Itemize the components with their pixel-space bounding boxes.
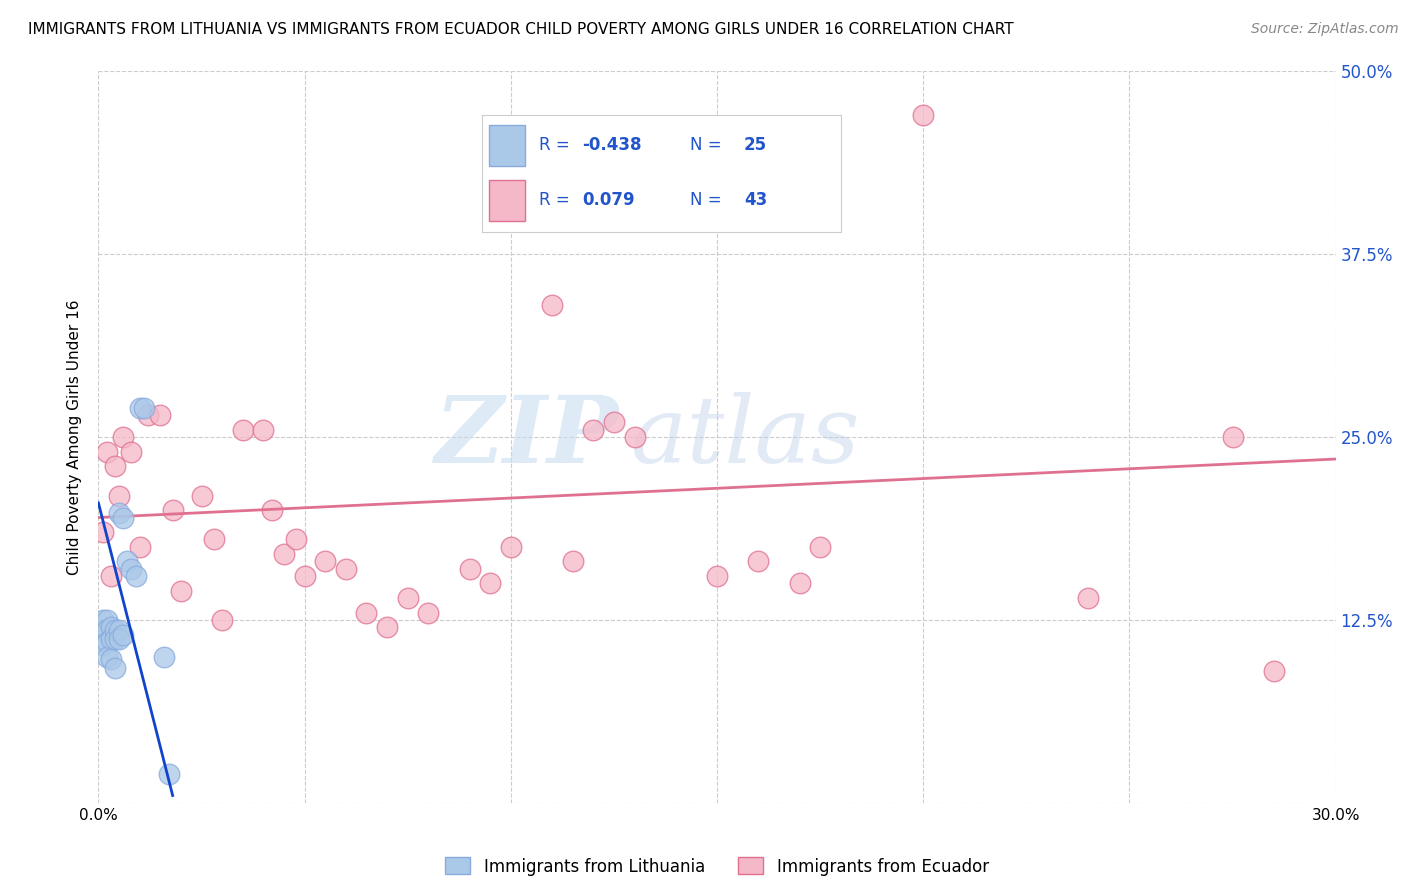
Point — [623, 430, 645, 444]
Text: N =: N = — [690, 136, 727, 154]
Point — [108, 489, 131, 503]
Text: 43: 43 — [744, 191, 768, 209]
Text: N =: N = — [690, 191, 727, 209]
Legend: Immigrants from Lithuania, Immigrants from Ecuador: Immigrants from Lithuania, Immigrants fr… — [439, 851, 995, 882]
Point — [252, 423, 274, 437]
Point — [96, 444, 118, 458]
Point — [112, 510, 135, 524]
Point — [375, 620, 398, 634]
Point — [190, 489, 212, 503]
Point — [128, 401, 150, 415]
Point — [104, 632, 127, 646]
Point — [96, 623, 118, 637]
Point — [1263, 664, 1285, 678]
Point — [541, 298, 564, 312]
Point — [91, 613, 114, 627]
Point — [561, 554, 583, 568]
Point — [120, 444, 142, 458]
Point — [202, 533, 225, 547]
Text: atlas: atlas — [630, 392, 860, 482]
Text: -0.438: -0.438 — [582, 136, 643, 154]
Text: R =: R = — [540, 191, 581, 209]
Point — [808, 540, 831, 554]
Point — [157, 766, 180, 780]
Point — [418, 606, 440, 620]
FancyBboxPatch shape — [489, 179, 524, 220]
Point — [104, 623, 127, 637]
Point — [132, 401, 155, 415]
Point — [149, 408, 172, 422]
Point — [582, 423, 605, 437]
Text: ZIP: ZIP — [434, 392, 619, 482]
Point — [499, 540, 522, 554]
Text: R =: R = — [540, 136, 575, 154]
Point — [458, 562, 481, 576]
Point — [335, 562, 357, 576]
Point — [124, 569, 146, 583]
Point — [603, 416, 626, 430]
Point — [91, 638, 114, 652]
Point — [232, 423, 254, 437]
Point — [128, 540, 150, 554]
Point — [112, 430, 135, 444]
Point — [285, 533, 308, 547]
Point — [96, 649, 118, 664]
Point — [1077, 591, 1099, 605]
Point — [104, 459, 127, 474]
Point — [108, 632, 131, 646]
Point — [136, 408, 159, 422]
Point — [91, 623, 114, 637]
Point — [1222, 430, 1244, 444]
Point — [100, 632, 122, 646]
Point — [273, 547, 295, 561]
Point — [108, 623, 131, 637]
Point — [789, 576, 811, 591]
Point — [117, 554, 139, 568]
Point — [96, 635, 118, 649]
Point — [100, 569, 122, 583]
Point — [747, 554, 769, 568]
Point — [170, 583, 193, 598]
Text: IMMIGRANTS FROM LITHUANIA VS IMMIGRANTS FROM ECUADOR CHILD POVERTY AMONG GIRLS U: IMMIGRANTS FROM LITHUANIA VS IMMIGRANTS … — [28, 22, 1014, 37]
Point — [100, 652, 122, 666]
Point — [706, 569, 728, 583]
Point — [91, 525, 114, 540]
Point — [356, 606, 378, 620]
Text: 0.079: 0.079 — [582, 191, 636, 209]
Point — [108, 506, 131, 520]
Point — [104, 661, 127, 675]
Text: 25: 25 — [744, 136, 768, 154]
Point — [112, 627, 135, 641]
Y-axis label: Child Poverty Among Girls Under 16: Child Poverty Among Girls Under 16 — [67, 300, 83, 574]
Point — [314, 554, 336, 568]
Point — [294, 569, 316, 583]
Point — [912, 108, 935, 122]
Text: Source: ZipAtlas.com: Source: ZipAtlas.com — [1251, 22, 1399, 37]
FancyBboxPatch shape — [489, 125, 524, 166]
Point — [153, 649, 176, 664]
Point — [162, 503, 184, 517]
Point — [211, 613, 233, 627]
Point — [260, 503, 283, 517]
Point — [100, 620, 122, 634]
Point — [120, 562, 142, 576]
Point — [96, 613, 118, 627]
Point — [396, 591, 419, 605]
Point — [479, 576, 502, 591]
